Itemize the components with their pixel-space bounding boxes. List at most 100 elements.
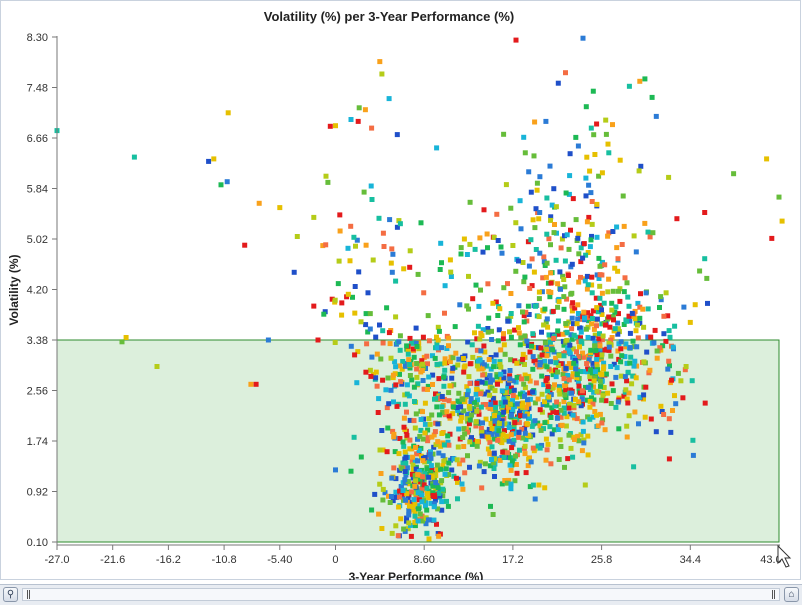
- data-point: [471, 409, 476, 415]
- data-point: [621, 289, 627, 295]
- data-point: [558, 286, 563, 292]
- data-point: [605, 289, 611, 295]
- data-point: [567, 151, 573, 157]
- data-point: [389, 269, 395, 275]
- data-point: [518, 335, 524, 341]
- data-point: [599, 312, 605, 317]
- data-point: [508, 467, 514, 473]
- horizontal-scrollbar[interactable]: ⚲ ⌂: [0, 584, 802, 605]
- data-point: [658, 294, 664, 300]
- data-point: [680, 395, 686, 401]
- data-point: [406, 508, 412, 513]
- data-point: [474, 386, 480, 392]
- scroll-left-button[interactable]: ⚲: [3, 587, 18, 602]
- data-point: [589, 221, 595, 227]
- data-point: [548, 359, 553, 365]
- data-point: [582, 278, 588, 284]
- data-point: [532, 496, 538, 502]
- data-point: [410, 454, 416, 460]
- data-point: [599, 170, 605, 176]
- resize-cursor-icon: [777, 544, 792, 568]
- data-point: [520, 400, 526, 406]
- data-point: [508, 334, 514, 340]
- data-point: [484, 375, 490, 381]
- data-point: [436, 450, 442, 456]
- data-point: [577, 344, 582, 350]
- data-point: [478, 287, 483, 293]
- data-point: [505, 408, 511, 414]
- scroll-track[interactable]: [22, 588, 780, 601]
- data-point: [508, 357, 514, 363]
- data-point: [592, 152, 598, 157]
- data-point: [514, 360, 520, 366]
- data-point: [474, 336, 480, 342]
- data-point: [406, 520, 412, 526]
- data-point: [592, 409, 598, 414]
- data-point: [599, 337, 605, 343]
- data-point: [551, 186, 557, 192]
- data-point: [404, 391, 410, 397]
- data-point: [502, 351, 508, 357]
- data-point: [509, 458, 515, 464]
- data-point: [513, 268, 519, 274]
- data-point: [355, 349, 361, 355]
- data-point: [653, 429, 659, 435]
- data-point: [561, 306, 567, 312]
- data-point: [410, 462, 416, 468]
- data-point: [516, 434, 522, 440]
- data-point: [498, 364, 504, 370]
- data-point: [467, 361, 473, 367]
- data-point: [645, 334, 651, 340]
- data-point: [443, 466, 449, 472]
- data-point: [417, 433, 423, 439]
- data-point: [410, 466, 416, 472]
- data-point: [392, 359, 398, 365]
- data-point: [568, 346, 574, 351]
- data-point: [594, 305, 600, 311]
- data-point: [567, 173, 573, 179]
- data-point: [499, 418, 505, 424]
- data-point: [393, 278, 399, 284]
- data-point: [634, 322, 640, 328]
- data-point: [455, 444, 461, 450]
- data-point: [591, 326, 597, 332]
- data-point: [589, 395, 594, 401]
- data-point: [575, 143, 581, 149]
- data-point: [412, 483, 418, 489]
- data-point: [619, 242, 625, 247]
- scroll-thumb-left[interactable]: [27, 590, 30, 599]
- data-point: [578, 338, 584, 344]
- data-point: [467, 199, 473, 205]
- data-point: [637, 394, 643, 400]
- scroll-thumb-right[interactable]: [772, 590, 775, 599]
- data-point: [541, 382, 547, 388]
- home-button[interactable]: ⌂: [784, 587, 799, 602]
- data-point: [362, 107, 368, 113]
- data-point: [415, 503, 421, 509]
- data-point: [253, 381, 259, 387]
- data-point: [439, 260, 444, 266]
- data-point: [393, 364, 399, 370]
- data-point: [367, 367, 373, 373]
- data-point: [363, 322, 369, 328]
- data-point: [506, 438, 512, 444]
- data-point: [586, 384, 592, 390]
- data-point: [386, 493, 391, 499]
- data-point: [566, 361, 572, 367]
- data-point: [449, 375, 455, 381]
- data-point: [506, 381, 511, 386]
- data-point: [415, 381, 421, 387]
- data-point: [224, 179, 230, 185]
- data-point: [617, 298, 623, 304]
- data-point: [323, 242, 329, 248]
- data-point: [616, 288, 621, 294]
- data-point: [384, 449, 390, 455]
- data-point: [514, 401, 520, 407]
- data-point: [491, 364, 497, 370]
- data-point: [354, 237, 360, 243]
- data-point: [637, 78, 643, 84]
- data-point: [627, 360, 633, 366]
- data-point: [526, 312, 532, 317]
- data-point: [568, 445, 574, 451]
- data-point: [562, 233, 567, 239]
